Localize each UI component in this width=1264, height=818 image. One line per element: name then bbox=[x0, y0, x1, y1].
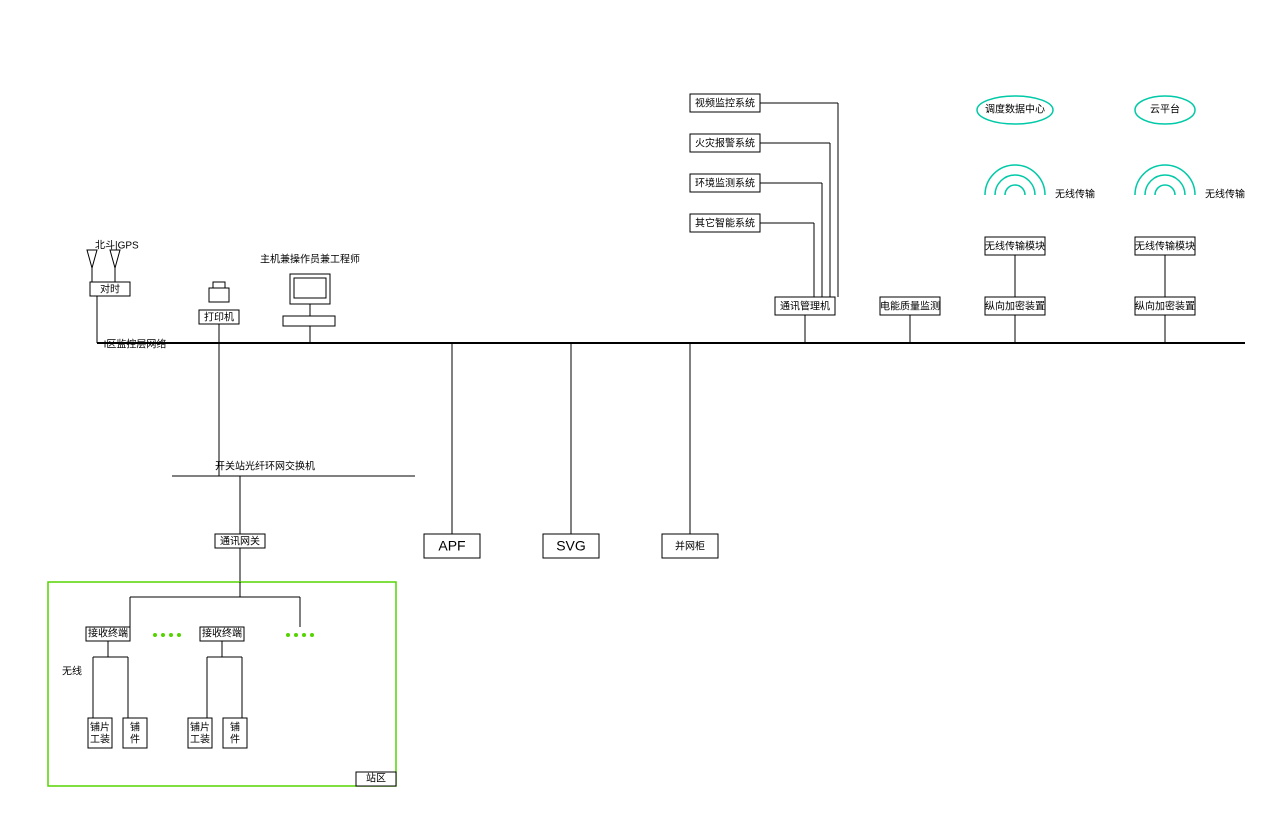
label: 铺片 bbox=[190, 721, 210, 734]
label: 铺片 bbox=[90, 721, 110, 734]
label: 接收终端 bbox=[202, 627, 242, 640]
label: 接收终端 bbox=[88, 627, 128, 640]
antenna-icon bbox=[87, 250, 97, 282]
label: 无线传输 bbox=[1205, 188, 1245, 201]
printer-icon bbox=[209, 288, 229, 302]
label: 铺 bbox=[130, 721, 140, 734]
wifi-icon bbox=[1135, 165, 1195, 195]
ellipsis-dots bbox=[286, 633, 290, 637]
label: 件 bbox=[130, 734, 140, 746]
label: 无线 bbox=[62, 665, 82, 678]
node-label: 视频监控系统 bbox=[695, 97, 755, 110]
ellipsis-dots bbox=[153, 633, 157, 637]
ellipsis-dots bbox=[169, 633, 173, 637]
label: 件 bbox=[230, 734, 240, 746]
wifi-icon bbox=[1155, 185, 1175, 195]
label: 工装 bbox=[190, 733, 210, 746]
node-label: 对时 bbox=[100, 283, 120, 296]
node-label: 纵向加密装置 bbox=[1135, 300, 1195, 313]
antenna-icon bbox=[110, 250, 120, 282]
site-region bbox=[48, 582, 396, 786]
label: 无线传输 bbox=[1055, 188, 1095, 201]
label: 调度数据中心 bbox=[985, 103, 1045, 116]
node-label: 通讯管理机 bbox=[780, 300, 830, 313]
node-label: APF bbox=[438, 538, 465, 554]
ellipsis-dots bbox=[161, 633, 165, 637]
node-label: SVG bbox=[556, 538, 586, 554]
wifi-icon bbox=[985, 165, 1045, 195]
node-label: 其它智能系统 bbox=[695, 217, 755, 230]
label: 工装 bbox=[90, 733, 110, 746]
node-label: 打印机 bbox=[204, 311, 234, 324]
ellipsis-dots bbox=[177, 633, 181, 637]
ellipsis-dots bbox=[294, 633, 298, 637]
ellipsis-dots bbox=[310, 633, 314, 637]
label: 铺 bbox=[230, 721, 240, 734]
monitor-icon bbox=[294, 278, 326, 298]
node-label: 无线传输模块 bbox=[985, 240, 1045, 253]
node-label: 并网柜 bbox=[675, 540, 705, 553]
label: 开关站光纤环网交换机 bbox=[215, 460, 315, 473]
node-label: 通讯网关 bbox=[220, 535, 260, 548]
wifi-icon bbox=[1005, 185, 1025, 195]
node-label: 无线传输模块 bbox=[1135, 240, 1195, 253]
node-label: 环境监测系统 bbox=[695, 177, 755, 190]
ellipsis-dots bbox=[302, 633, 306, 637]
node-label: 火灾报警系统 bbox=[695, 137, 755, 150]
label: 站区 bbox=[366, 772, 386, 785]
node-label: 纵向加密装置 bbox=[985, 300, 1045, 313]
pc-base-icon bbox=[283, 316, 335, 326]
printer-icon bbox=[213, 282, 225, 288]
label: I区监控层网络 bbox=[104, 338, 167, 351]
node-label: 电能质量监测 bbox=[880, 300, 940, 313]
label: 云平台 bbox=[1150, 103, 1180, 116]
label: 主机兼操作员兼工程师 bbox=[260, 253, 360, 266]
